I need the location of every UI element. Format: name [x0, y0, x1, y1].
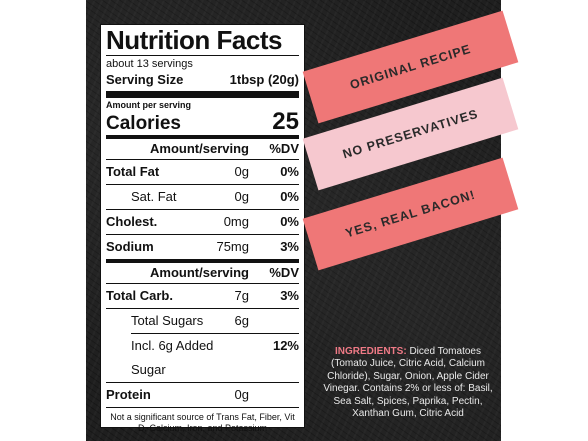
nutrient-dv: 12% [272, 338, 299, 353]
nutrient-dv: 0% [280, 214, 299, 229]
nutrition-facts-label: Nutrition Facts about 13 servings Servin… [100, 24, 305, 433]
calories-row: Calories 25 [106, 108, 299, 135]
ingredients-text: Diced Tomatoes (Tomato Juice, Citric Aci… [323, 346, 493, 420]
nutrient-name: Total Fat [106, 164, 160, 179]
header-amount: Amount/serving [150, 141, 249, 156]
nutrient-name: Sat. Fat [131, 189, 177, 204]
nutrition-title: Nutrition Facts [106, 25, 282, 55]
nutrition-footnote: Not a significant source of Trans Fat, F… [110, 412, 295, 433]
divider-medium [106, 135, 299, 139]
nutrient-row: Total Sugars 6g [106, 308, 299, 333]
divider-thin [106, 407, 299, 408]
calories-label: Calories [106, 113, 181, 134]
nutrient-amount: 0mg [223, 214, 249, 229]
nutrient-amount: 0g [234, 387, 249, 402]
ingredients-label: INGREDIENTS: [335, 346, 407, 357]
nutrient-name: Protein [106, 387, 151, 402]
divider-thin [106, 159, 299, 160]
nutrient-group-a: Total Fat 0g 0% Sat. Fat 0g 0% Cholest. … [106, 160, 299, 259]
column-header: Amount/serving %DV [106, 263, 299, 283]
calories-value: 25 [272, 108, 299, 135]
nutrient-name: Incl. 6g Added Sugar [131, 338, 214, 377]
nutrient-row: Sodium 75mg 3% [106, 234, 299, 259]
amount-per-serving: Amount per serving [106, 100, 192, 110]
nutrient-amount: 7g [234, 288, 249, 303]
nutrient-dv: 3% [280, 288, 299, 303]
serving-size-label: Serving Size [106, 72, 184, 87]
nutrient-amount: 6g [234, 313, 249, 328]
ingredients-block: INGREDIENTS: Diced Tomatoes (Tomato Juic… [318, 346, 498, 420]
serving-size-row: Serving Size 1tbsp (20g) [106, 71, 299, 91]
nutrient-row: Cholest. 0mg 0% [106, 209, 299, 234]
nutrient-row: Incl. 6g Added Sugar 12% [106, 334, 299, 382]
nutrient-amount: 75mg [216, 239, 249, 254]
nutrient-name: Cholest. [106, 214, 158, 229]
column-header: Amount/serving %DV [106, 139, 299, 159]
header-amount: Amount/serving [150, 265, 249, 280]
header-dv: %DV [269, 265, 299, 280]
nutrient-row: Total Carb. 7g 3% [106, 284, 299, 308]
nutrient-row: Total Fat 0g 0% [106, 160, 299, 184]
divider-thick [106, 91, 299, 98]
nutrient-group-b: Total Carb. 7g 3% Total Sugars 6g Incl. … [106, 284, 299, 407]
divider-thin [106, 283, 299, 284]
nutrient-name: Total Sugars [131, 313, 204, 328]
nutrient-dv: 0% [280, 164, 299, 179]
nutrient-row: Protein 0g [106, 382, 299, 407]
header-dv: %DV [269, 141, 299, 156]
divider-medium [106, 259, 299, 263]
nutrient-dv: 0% [280, 189, 299, 204]
nutrient-row: Sat. Fat 0g 0% [106, 184, 299, 209]
nutrient-name: Sodium [106, 239, 154, 254]
nutrient-amount: 0g [234, 164, 249, 179]
nutrient-dv: 3% [280, 239, 299, 254]
nutrient-amount: 0g [234, 189, 249, 204]
sub-divider [131, 333, 299, 334]
serving-size-value: 1tbsp (20g) [229, 72, 299, 87]
servings-per-container: about 13 servings [106, 55, 299, 71]
nutrient-name: Total Carb. [106, 288, 173, 303]
